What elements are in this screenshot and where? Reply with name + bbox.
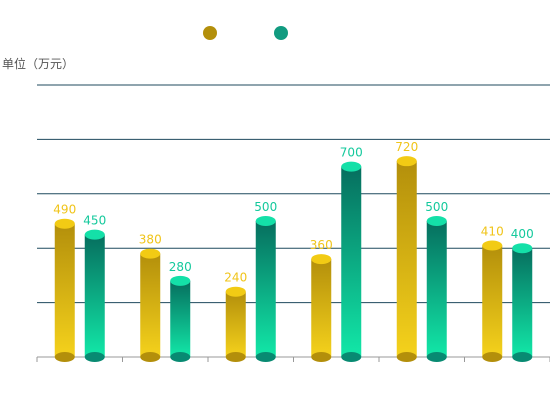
bar-base xyxy=(255,352,276,362)
bar-body xyxy=(225,291,246,357)
bar-body xyxy=(512,248,533,357)
bar-value-label: 360 xyxy=(310,238,333,252)
bar-series-2-2 xyxy=(170,275,191,362)
bar-base xyxy=(54,352,75,362)
legend-marker-series-1[interactable] xyxy=(203,26,217,40)
bar-top xyxy=(170,275,191,286)
bar-body xyxy=(255,221,276,357)
bar-value-label: 410 xyxy=(481,224,504,238)
bar-base xyxy=(396,352,417,362)
bar-series-2-4 xyxy=(341,161,362,362)
bar-base xyxy=(170,352,191,362)
bar-body xyxy=(140,253,161,357)
bar-top xyxy=(84,229,105,240)
bar-series-2-6 xyxy=(512,243,533,362)
bar-value-label: 490 xyxy=(53,203,76,217)
bar-top xyxy=(140,248,161,259)
bar-top xyxy=(512,243,533,254)
bar-body xyxy=(84,234,105,357)
bar-series-1-1 xyxy=(54,218,75,362)
bar-series-2-1 xyxy=(84,229,105,362)
bar-value-label: 500 xyxy=(425,200,448,214)
bar-body xyxy=(482,245,503,357)
bar-value-label: 240 xyxy=(224,271,247,285)
bar-series-1-3 xyxy=(225,286,246,362)
bar-base xyxy=(426,352,447,362)
y-axis-unit-label: 单位（万元） xyxy=(2,57,75,71)
bar-value-label: 380 xyxy=(139,233,162,247)
bar-body xyxy=(426,221,447,357)
bar-value-label: 280 xyxy=(169,260,192,274)
bar-base xyxy=(84,352,105,362)
bar-top xyxy=(341,161,362,172)
bar-top xyxy=(225,286,246,297)
bar-value-label: 500 xyxy=(254,200,277,214)
bar-base xyxy=(512,352,533,362)
bar-value-label: 700 xyxy=(340,146,363,160)
bar-top xyxy=(396,156,417,167)
bar-body xyxy=(341,166,362,357)
bar-series-1-4 xyxy=(311,254,332,362)
bar-base xyxy=(225,352,246,362)
bar-base xyxy=(140,352,161,362)
bar-series-2-5 xyxy=(426,216,447,362)
bar-series-1-6 xyxy=(482,240,503,362)
bar-value-label: 450 xyxy=(83,214,106,228)
bar-body xyxy=(54,223,75,357)
bar-top xyxy=(54,218,75,229)
bar-series-1-2 xyxy=(140,248,161,362)
bar-value-label: 720 xyxy=(395,140,418,154)
bar-series-1-5 xyxy=(396,156,417,362)
bar-series-2-3 xyxy=(255,216,276,362)
bar-body xyxy=(170,280,191,357)
bar-base xyxy=(311,352,332,362)
bar-top xyxy=(426,216,447,226)
bar-top xyxy=(482,240,503,251)
bar-top xyxy=(311,254,332,265)
bar-base xyxy=(341,352,362,362)
bar-body xyxy=(396,161,417,357)
legend-marker-series-2[interactable] xyxy=(274,26,288,40)
bar-base xyxy=(482,352,503,362)
bar-value-label: 400 xyxy=(511,227,534,241)
bar-top xyxy=(255,216,276,226)
bar-body xyxy=(311,259,332,357)
